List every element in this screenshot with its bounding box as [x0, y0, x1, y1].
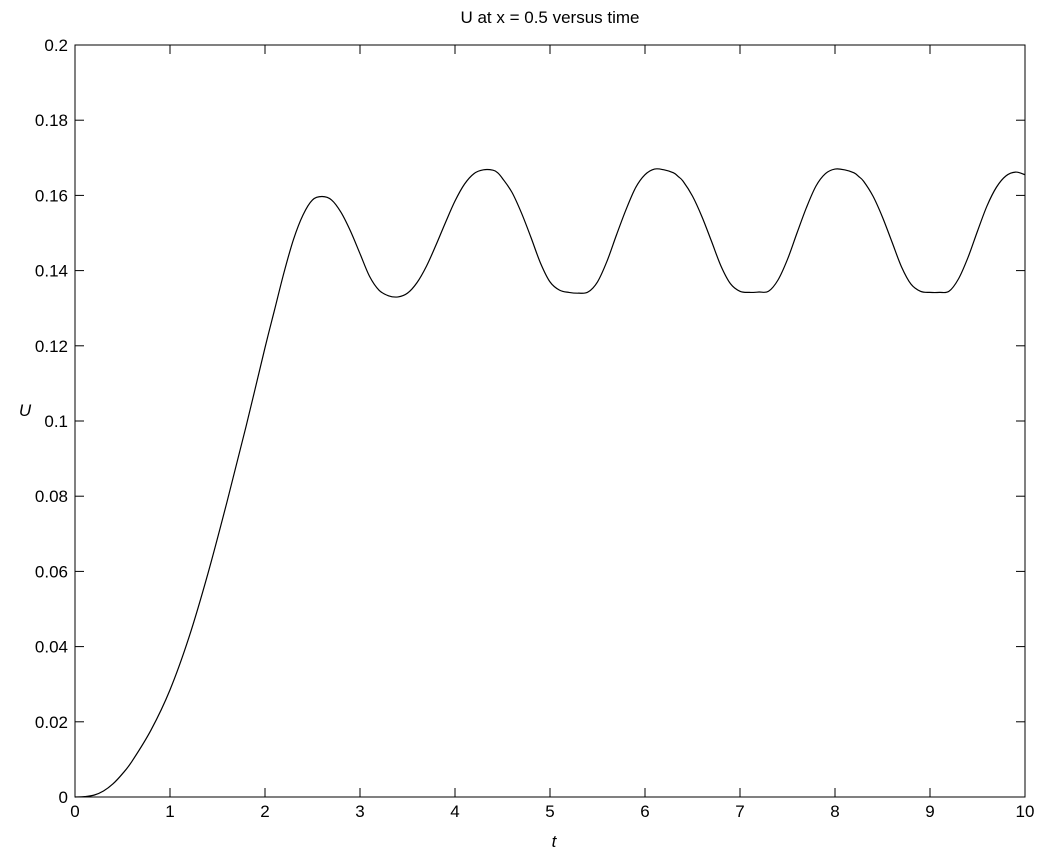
series-line	[74, 168, 1026, 798]
y-tick-label: 0.18	[35, 111, 68, 130]
plot-frame	[74, 44, 1026, 798]
x-tick-label: 10	[1016, 802, 1035, 821]
y-tick-label: 0	[59, 788, 68, 807]
x-tick-label: 9	[925, 802, 934, 821]
x-tick-label: 6	[640, 802, 649, 821]
y-tick-label: 0.14	[35, 262, 68, 281]
y-tick-label: 0.16	[35, 186, 68, 205]
y-tick-label: 0.06	[35, 562, 68, 581]
chart-title: U at x = 0.5 versus time	[460, 8, 639, 27]
y-axis-label: U	[19, 401, 32, 420]
x-axis-label: t	[552, 832, 558, 851]
y-tick-label: 0.08	[35, 487, 68, 506]
y-tick-label: 0.04	[35, 638, 68, 657]
x-tick-label: 0	[70, 802, 79, 821]
y-tick-label: 0.12	[35, 337, 68, 356]
y-tick-label: 0.1	[44, 412, 68, 431]
x-tick-label: 2	[260, 802, 269, 821]
x-tick-label: 8	[830, 802, 839, 821]
x-tick-label: 5	[545, 802, 554, 821]
x-tick-label: 4	[450, 802, 459, 821]
x-tick-label: 3	[355, 802, 364, 821]
x-tick-label: 1	[165, 802, 174, 821]
y-tick-label: 0.2	[44, 36, 68, 55]
y-tick-label: 0.02	[35, 713, 68, 732]
x-tick-label: 7	[735, 802, 744, 821]
